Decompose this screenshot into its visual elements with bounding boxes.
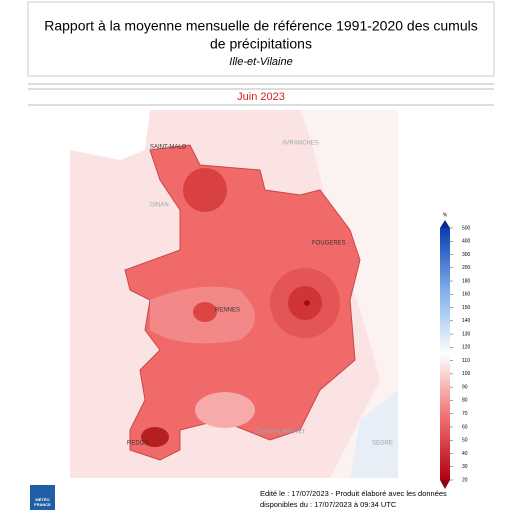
zone xyxy=(350,390,398,478)
zone xyxy=(195,392,255,428)
place-label: REDON xyxy=(127,441,149,447)
colorbar-unit: % xyxy=(443,212,448,218)
colorbar-label: 140 xyxy=(462,318,471,324)
place-label: RENNES xyxy=(215,308,240,314)
colorbar-label: 160 xyxy=(462,292,471,298)
logo-text: FRANCE xyxy=(34,502,51,507)
colorbar-label: 300 xyxy=(462,252,471,258)
place-label: AVRANCHES xyxy=(282,141,319,147)
colorbar-label: 120 xyxy=(462,345,471,351)
colorbar-label: 80 xyxy=(462,398,468,404)
colorbar-bar xyxy=(440,228,450,480)
colorbar-label: 400 xyxy=(462,239,471,245)
colorbar-label: 30 xyxy=(462,464,468,470)
zone xyxy=(193,302,217,322)
sea xyxy=(70,110,150,160)
colorbar-end xyxy=(440,220,450,228)
colorbar-label: 40 xyxy=(462,451,468,457)
colorbar-end xyxy=(440,480,450,489)
title: Rapport à la moyenne mensuelle de référe… xyxy=(44,18,478,34)
place-label: SEGRE xyxy=(372,441,393,447)
footer: Edité le : 17/07/2023 - Produit élaboré … xyxy=(260,489,447,498)
subtitle: Ille-et-Vilaine xyxy=(229,56,292,68)
colorbar-label: 150 xyxy=(462,305,471,311)
colorbar-label: 20 xyxy=(462,477,468,483)
colorbar-label: 110 xyxy=(462,358,470,364)
place-label: SAINT-MALO xyxy=(150,145,187,151)
place-label: DINAN xyxy=(150,203,169,209)
period: Juin 2023 xyxy=(237,91,285,103)
title: de précipitations xyxy=(210,36,312,52)
zone xyxy=(304,300,310,306)
logo-text: MÉTÉO xyxy=(35,497,49,502)
colorbar-label: 130 xyxy=(462,331,471,337)
title-box xyxy=(27,1,495,77)
colorbar-label: 50 xyxy=(462,438,468,444)
colorbar-label: 500 xyxy=(462,225,471,231)
footer: disponibles du : 17/07/2023 à 09:34 UTC xyxy=(260,500,397,509)
zone xyxy=(300,110,398,478)
map: SAINT-MALO AVRANCHES DINAN FOUGERES RENN… xyxy=(70,110,398,478)
colorbar: % 500 400 300 200 180 160 150 140 130 120 110 100 90… xyxy=(440,212,471,489)
colorbar-label: 70 xyxy=(462,411,468,417)
place-label: FOUGERES xyxy=(312,241,346,247)
colorbar-label: 60 xyxy=(462,424,468,430)
colorbar-label: 100 xyxy=(462,371,471,377)
zone xyxy=(141,427,169,447)
logo xyxy=(30,485,55,510)
colorbar-label: 200 xyxy=(462,265,471,271)
colorbar-label: 90 xyxy=(462,384,468,390)
zone xyxy=(183,168,227,212)
colorbar-label: 180 xyxy=(462,278,471,284)
place-label: CHATEAUBRIANT xyxy=(255,430,306,436)
